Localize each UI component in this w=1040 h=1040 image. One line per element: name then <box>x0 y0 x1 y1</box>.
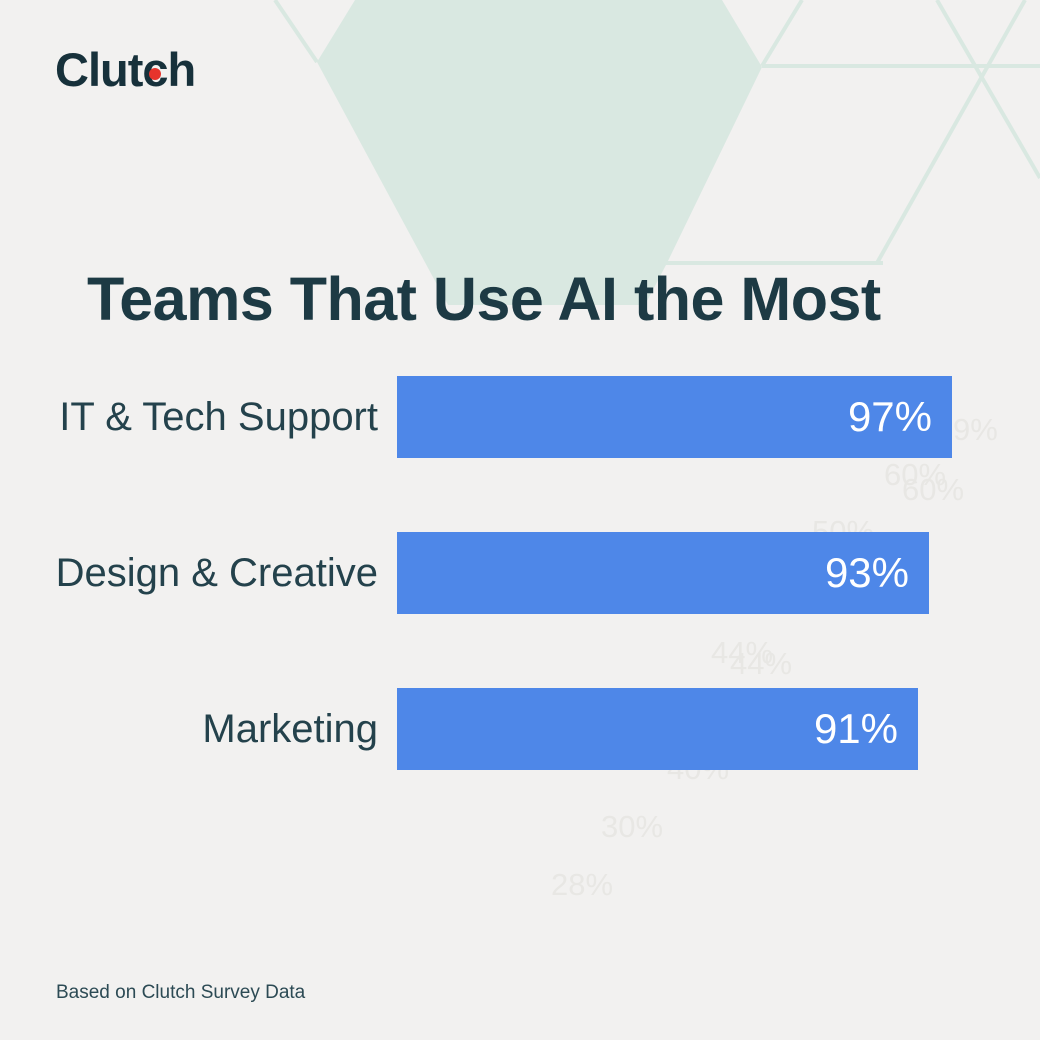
chart-row: IT & Tech Support 97% <box>0 376 1040 458</box>
ghost-percentage: 44% <box>730 646 793 681</box>
logo-text-start: Clut <box>55 43 143 96</box>
bar-value-label: 91% <box>813 705 898 752</box>
logo-letter-c: c <box>142 44 168 96</box>
category-label: Design & Creative <box>55 551 378 595</box>
ghost-percentage: 60% <box>884 457 947 492</box>
logo-red-dot-icon <box>149 68 162 80</box>
bar: 97% <box>397 376 952 458</box>
bar-value-label: 93% <box>824 549 909 596</box>
bar: 91% <box>397 688 918 770</box>
bar: 93% <box>397 532 929 614</box>
source-note: Based on Clutch Survey Data <box>56 982 306 1003</box>
chart-row: Design & Creative 93% <box>0 532 1040 614</box>
clutch-logo: Clutch <box>55 43 197 96</box>
hexagon-outline-lines <box>273 0 1040 265</box>
ghost-percentage: 44% <box>711 635 774 670</box>
hexagon-fill-shape <box>317 0 762 305</box>
ghost-percentage: 60% <box>902 472 965 507</box>
bar-value-label: 97% <box>847 393 932 440</box>
logo-text-end: h <box>167 43 197 96</box>
ghost-percentage: 30% <box>601 809 664 844</box>
category-label: Marketing <box>202 707 378 751</box>
ghost-percentage: 9% <box>953 412 998 447</box>
page-title: Teams That Use AI the Most <box>87 264 881 333</box>
chart-row: Marketing 91% <box>0 688 1040 770</box>
ghost-percentage: 28% <box>551 867 614 902</box>
category-label: IT & Tech Support <box>59 395 378 439</box>
